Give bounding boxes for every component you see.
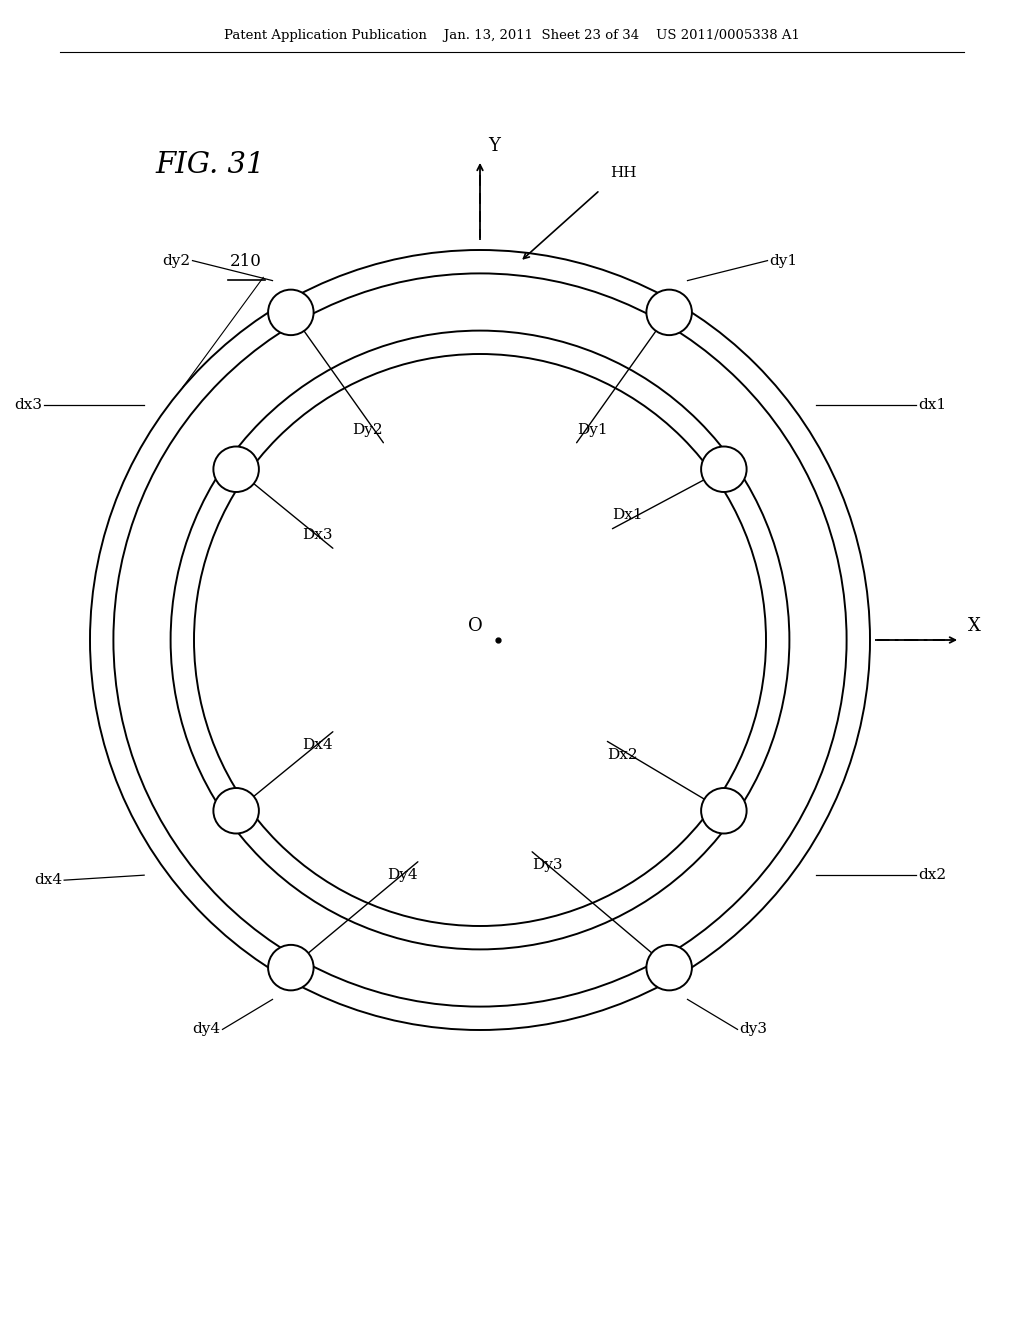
Text: Dy1: Dy1 bbox=[577, 422, 607, 437]
Text: Dy4: Dy4 bbox=[387, 869, 418, 882]
Text: Dx1: Dx1 bbox=[612, 508, 643, 521]
Text: Dy3: Dy3 bbox=[532, 858, 562, 873]
Text: X: X bbox=[968, 616, 981, 635]
Text: dx4: dx4 bbox=[34, 873, 62, 887]
Text: dx3: dx3 bbox=[14, 397, 42, 412]
Text: O: O bbox=[468, 616, 483, 635]
Text: dy2: dy2 bbox=[163, 253, 190, 268]
Circle shape bbox=[213, 446, 259, 492]
Text: dx1: dx1 bbox=[918, 397, 946, 412]
Text: Dx4: Dx4 bbox=[302, 738, 333, 752]
Text: dy3: dy3 bbox=[739, 1023, 768, 1036]
Circle shape bbox=[213, 788, 259, 833]
Circle shape bbox=[268, 289, 313, 335]
Circle shape bbox=[268, 945, 313, 990]
Circle shape bbox=[646, 945, 692, 990]
Circle shape bbox=[701, 788, 746, 833]
Text: HH: HH bbox=[610, 166, 637, 180]
Text: Dy2: Dy2 bbox=[352, 422, 383, 437]
Text: Y: Y bbox=[488, 137, 500, 154]
Text: FIG. 31: FIG. 31 bbox=[155, 150, 264, 180]
Text: 210: 210 bbox=[230, 253, 262, 271]
Circle shape bbox=[646, 289, 692, 335]
Text: Patent Application Publication    Jan. 13, 2011  Sheet 23 of 34    US 2011/00053: Patent Application Publication Jan. 13, … bbox=[224, 29, 800, 41]
Text: dy4: dy4 bbox=[193, 1023, 220, 1036]
Text: dy1: dy1 bbox=[769, 253, 798, 268]
Text: Dx3: Dx3 bbox=[302, 528, 333, 543]
Text: dx2: dx2 bbox=[918, 869, 946, 882]
Text: Dx2: Dx2 bbox=[607, 748, 638, 762]
Circle shape bbox=[701, 446, 746, 492]
